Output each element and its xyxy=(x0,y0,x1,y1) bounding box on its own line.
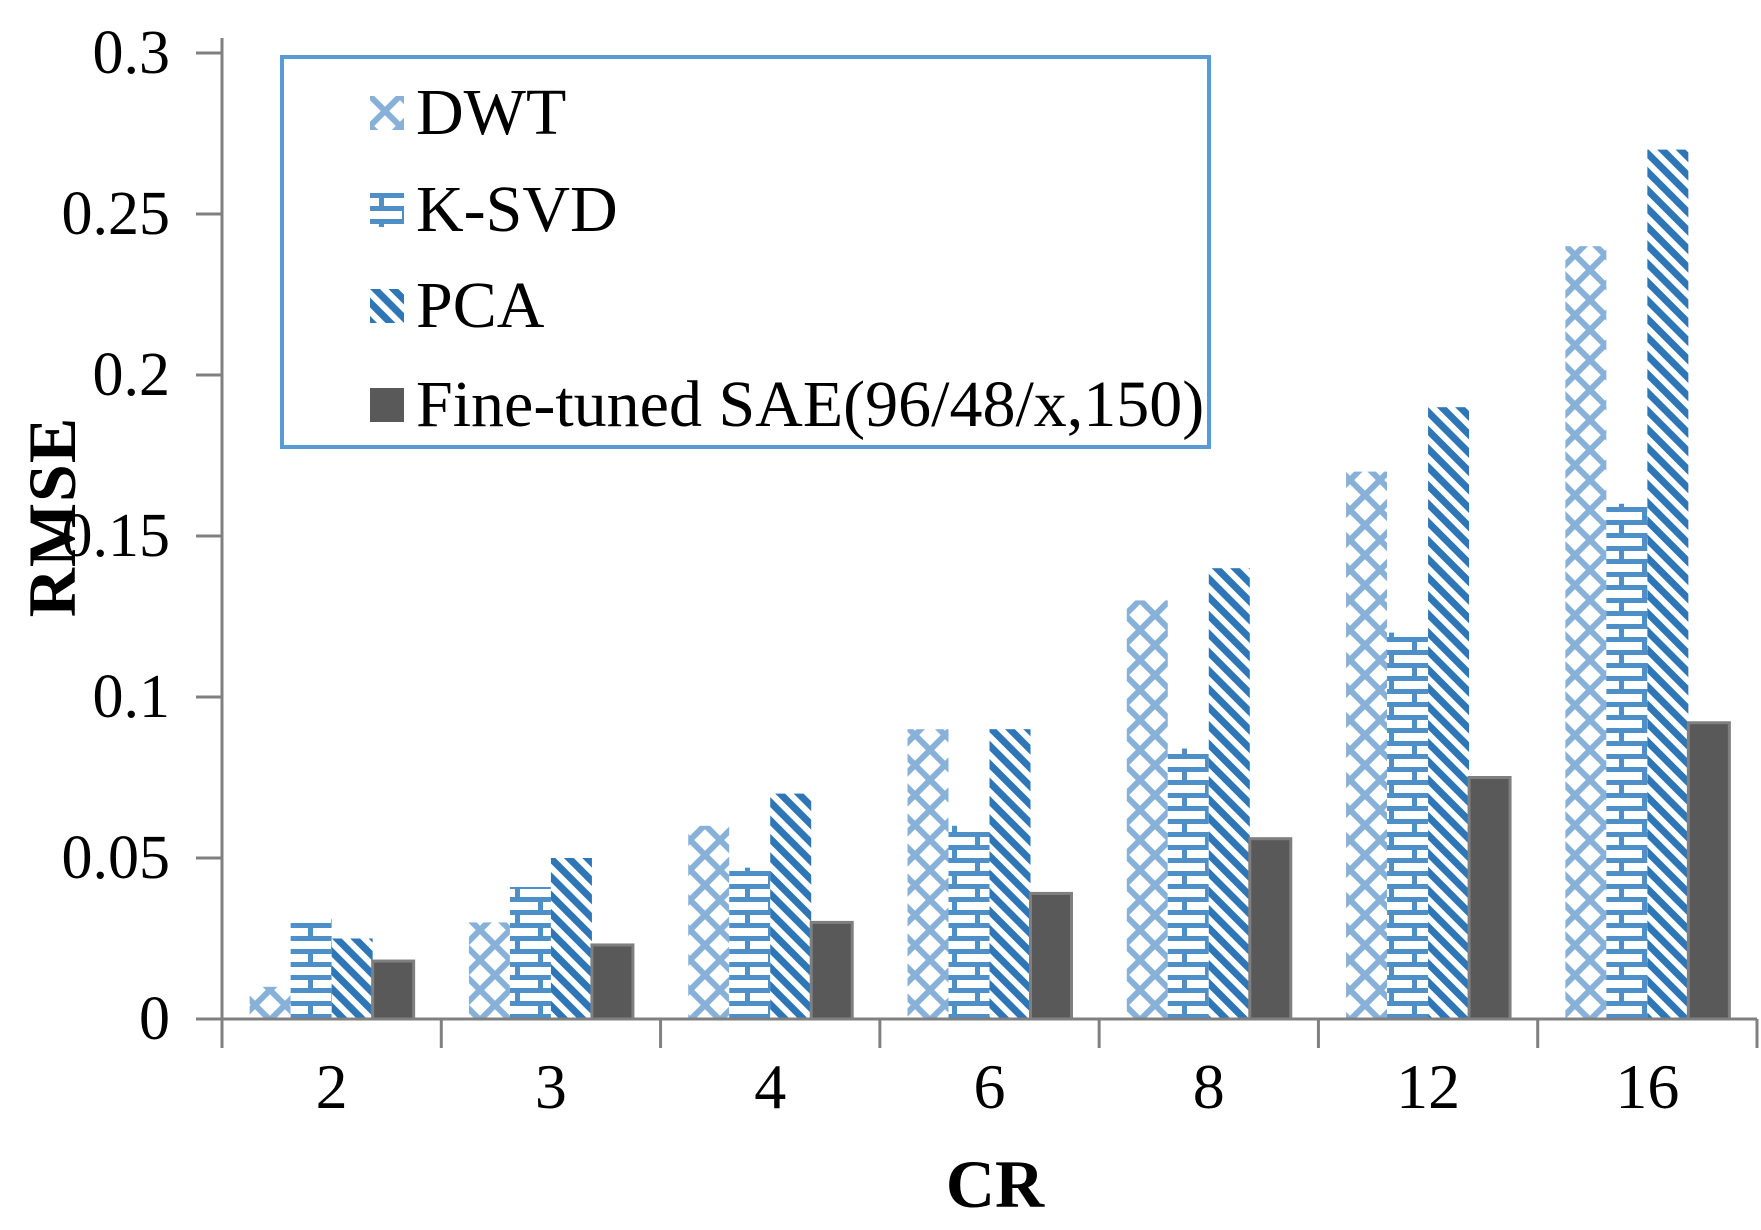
legend-item-K-SVD: K-SVD xyxy=(370,176,618,244)
bar-DWT-CR16 xyxy=(1565,246,1607,1019)
bar-PCA-CR4 xyxy=(770,793,812,1019)
y-axis-title: RMSE xyxy=(14,416,90,618)
legend-item-PCA: PCA xyxy=(370,272,544,340)
axes-layer xyxy=(196,38,1759,1048)
x-tick-label-16: 16 xyxy=(1615,1051,1680,1122)
x-axis-title: CR xyxy=(945,1146,1045,1222)
x-tick-label-3: 3 xyxy=(534,1051,567,1122)
bar-PCA-CR3 xyxy=(550,858,592,1019)
bar-DWT-CR4 xyxy=(688,825,730,1019)
bar-PCA-CR2 xyxy=(331,938,373,1019)
bar-Fine-tuned-SAE-96-48-x-150--CR3 xyxy=(590,943,635,1021)
y-tick-label-0.2: 0.2 xyxy=(92,341,171,409)
legend-label: PCA xyxy=(416,269,545,342)
legend-item-DWT: DWT xyxy=(370,79,566,147)
bar-PCA-CR8 xyxy=(1208,568,1250,1019)
legend-swatch-brick-icon xyxy=(370,193,404,227)
bar-DWT-CR6 xyxy=(907,729,949,1019)
bar-Fine-tuned-SAE-96-48-x-150--CR8 xyxy=(1248,837,1293,1021)
bar-Fine-tuned-SAE-96-48-x-150--CR6 xyxy=(1029,891,1073,1021)
bar-K-SVD-CR2 xyxy=(290,919,332,1019)
bars-layer xyxy=(249,149,1731,1021)
y-tick-label-0.1: 0.1 xyxy=(92,663,171,731)
legend-swatch-fill xyxy=(370,96,404,130)
legend-swatch-fill xyxy=(370,388,404,422)
y-tick-label-0.15: 0.15 xyxy=(61,502,171,570)
legend-swatch-diagonal-stripes-icon xyxy=(370,289,404,323)
x-tick-label-8: 8 xyxy=(1192,1051,1225,1122)
bar-PCA-CR6 xyxy=(989,729,1031,1019)
bar-K-SVD-CR6 xyxy=(948,825,990,1019)
x-tick-label-2: 2 xyxy=(315,1051,348,1122)
legend-item-Fine-tuned-SAE-96-48-x-150-: Fine-tuned SAE(96/48/x,150) xyxy=(370,371,1204,439)
bar-DWT-CR3 xyxy=(468,922,510,1019)
legend-swatch-diagonal-crosshatch-icon xyxy=(370,96,404,130)
legend-swatch-solid-icon xyxy=(370,388,404,422)
bar-Fine-tuned-SAE-96-48-x-150--CR16 xyxy=(1686,721,1731,1021)
legend-swatch-fill xyxy=(370,289,404,323)
y-tick-label-0.3: 0.3 xyxy=(92,19,171,87)
bar-K-SVD-CR16 xyxy=(1606,503,1648,1019)
bar-DWT-CR2 xyxy=(249,986,291,1019)
bar-Fine-tuned-SAE-96-48-x-150--CR4 xyxy=(809,920,854,1021)
bar-Fine-tuned-SAE-96-48-x-150--CR2 xyxy=(371,959,416,1021)
legend-label: Fine-tuned SAE(96/48/x,150) xyxy=(416,368,1205,441)
bar-K-SVD-CR3 xyxy=(509,886,551,1019)
bar-K-SVD-CR4 xyxy=(729,867,771,1019)
legend-label: K-SVD xyxy=(416,173,618,246)
legend-label: DWT xyxy=(416,76,567,149)
y-tick-label-0.25: 0.25 xyxy=(61,180,171,248)
x-tick-label-12: 12 xyxy=(1396,1051,1461,1122)
bar-Fine-tuned-SAE-96-48-x-150--CR12 xyxy=(1467,776,1512,1021)
bar-K-SVD-CR12 xyxy=(1387,632,1429,1019)
x-tick-label-6: 6 xyxy=(973,1051,1006,1122)
legend-swatch-fill xyxy=(370,193,404,227)
y-tick-label-0: 0 xyxy=(139,985,170,1053)
bar-PCA-CR16 xyxy=(1647,149,1689,1020)
x-tick-label-4: 4 xyxy=(754,1051,787,1122)
bar-DWT-CR8 xyxy=(1126,600,1168,1019)
legend: DWT K-SVD PCA Fine-tuned SAE(96/48/x,150) xyxy=(280,55,1211,449)
bar-K-SVD-CR8 xyxy=(1167,748,1209,1019)
bar-PCA-CR12 xyxy=(1428,407,1470,1019)
bar-DWT-CR12 xyxy=(1346,471,1388,1020)
y-tick-label-0.05: 0.05 xyxy=(61,824,171,892)
